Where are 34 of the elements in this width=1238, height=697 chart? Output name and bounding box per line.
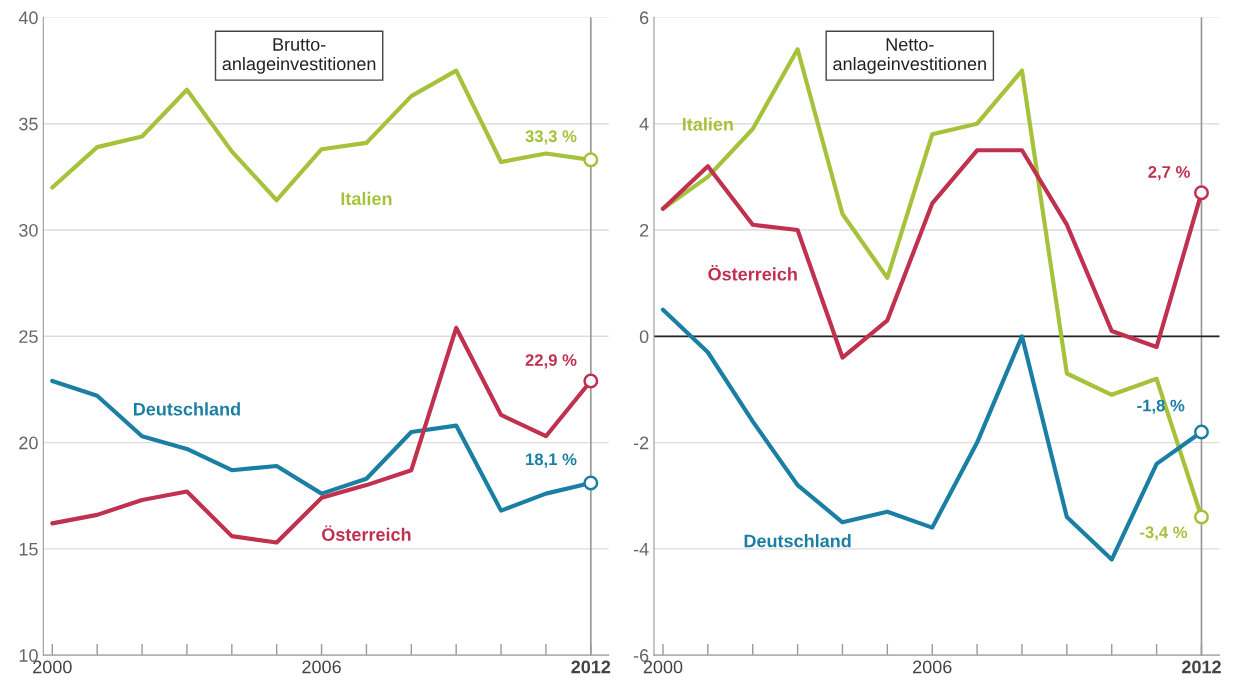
x-tick-label: 2012 [1182, 660, 1221, 674]
data-label: -1,8 % [1137, 399, 1185, 414]
data-label: 33,3 % [525, 130, 577, 145]
y-tick-label: 40 [18, 11, 38, 25]
y-tick-label: 4 [639, 117, 649, 131]
series-label: Deutschland [744, 534, 851, 548]
data-label: 18,1 % [526, 453, 577, 468]
series-label: Österreich [322, 525, 411, 541]
text: Brutto- anlageinvestitionen [222, 38, 376, 74]
x-tick-label: 2006 [913, 660, 952, 674]
y-tick-label: 10 [19, 649, 38, 662]
y-tick-label: 20 [19, 436, 38, 450]
data-label: -3,4 % [1140, 526, 1188, 541]
series-label: Österreich [708, 264, 797, 281]
y-tick-label: 6 [640, 11, 649, 25]
data-label: 22,9 % [525, 354, 577, 369]
y-tick-label: -6 [633, 649, 649, 662]
y-tick-label: -2 [633, 436, 649, 450]
y-tick-label: 15 [19, 543, 38, 556]
series-label: Deutschland [133, 402, 240, 416]
y-tick-label: 25 [19, 330, 38, 344]
y-tick-label: -4 [633, 543, 649, 556]
y-tick-label: 35 [19, 117, 38, 131]
text: Netto- anlageinvestitionen [833, 38, 986, 74]
text: Italien [341, 191, 392, 206]
y-tick-label: 30 [19, 223, 38, 237]
data-label: 2,7 % [1148, 166, 1190, 181]
y-tick-label: 2 [640, 223, 649, 237]
y-tick-label: 0 [639, 330, 649, 344]
x-tick-label: 2012 [571, 660, 611, 674]
x-tick-label: 2000 [643, 660, 683, 674]
series-label: Italien [682, 117, 733, 131]
x-tick-label: 2006 [302, 660, 341, 674]
x-tick-label: 2000 [33, 660, 72, 674]
